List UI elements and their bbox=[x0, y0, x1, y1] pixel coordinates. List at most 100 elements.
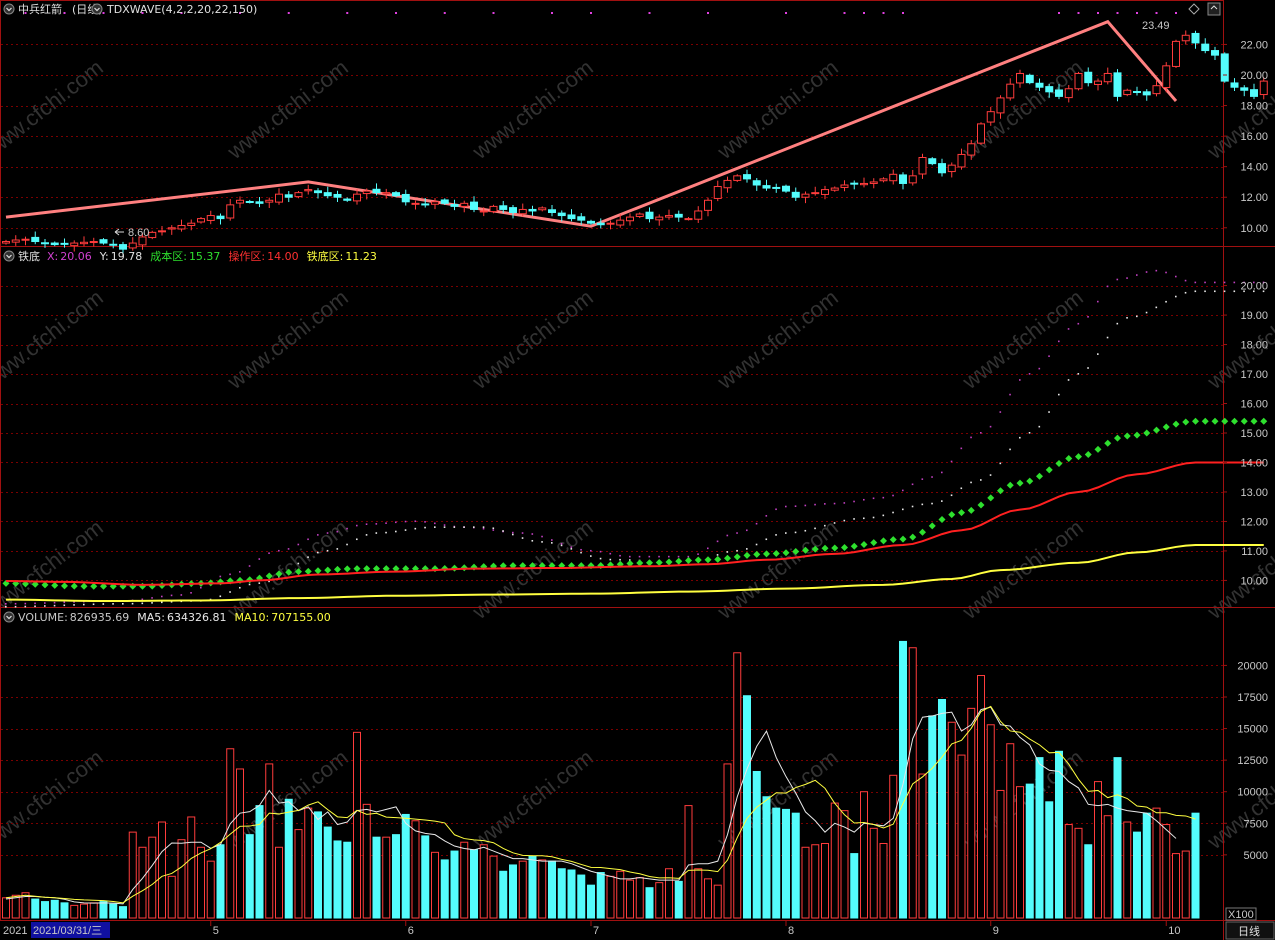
candle[interactable] bbox=[1084, 71, 1093, 84]
volume-bar[interactable] bbox=[674, 880, 683, 919]
candle[interactable] bbox=[499, 205, 508, 210]
volume-bar[interactable] bbox=[1084, 844, 1093, 919]
candle[interactable] bbox=[1103, 72, 1112, 83]
candle[interactable] bbox=[158, 230, 166, 233]
volume-bar[interactable] bbox=[1181, 850, 1190, 919]
volume-bar[interactable] bbox=[284, 798, 293, 919]
candle[interactable] bbox=[450, 204, 459, 207]
volume-bar[interactable] bbox=[41, 901, 49, 919]
candle[interactable] bbox=[1152, 85, 1161, 95]
indicator-menu-icon[interactable] bbox=[91, 3, 103, 15]
volume-bar[interactable] bbox=[499, 870, 508, 919]
volume-bar[interactable] bbox=[1074, 827, 1083, 919]
candle[interactable] bbox=[1055, 89, 1063, 97]
volume-bar[interactable] bbox=[128, 831, 137, 919]
candle[interactable] bbox=[1133, 91, 1141, 93]
candle[interactable] bbox=[401, 193, 410, 203]
volume-bar[interactable] bbox=[401, 813, 410, 919]
series-铁底区[interactable] bbox=[5, 544, 1264, 603]
volume-bar[interactable] bbox=[743, 695, 751, 919]
volume-bar[interactable] bbox=[947, 721, 956, 919]
volume-bar[interactable] bbox=[557, 868, 566, 919]
volume-bar[interactable] bbox=[1045, 801, 1054, 919]
candle[interactable] bbox=[284, 194, 293, 198]
series-Y[interactable] bbox=[5, 290, 1265, 608]
volume-bar[interactable] bbox=[2, 897, 10, 919]
candle[interactable] bbox=[762, 185, 771, 189]
candle[interactable] bbox=[333, 193, 342, 198]
volume-bar[interactable] bbox=[265, 763, 274, 919]
volume-bar[interactable] bbox=[811, 844, 820, 919]
candle[interactable] bbox=[548, 209, 556, 213]
candle[interactable] bbox=[99, 239, 108, 244]
candle[interactable] bbox=[889, 173, 898, 182]
volume-bar[interactable] bbox=[479, 844, 488, 919]
panel1-menu-icon[interactable] bbox=[3, 3, 15, 15]
volume-bar[interactable] bbox=[343, 841, 352, 919]
volume-bar[interactable] bbox=[567, 869, 576, 919]
candle[interactable] bbox=[821, 189, 829, 195]
volume-bar[interactable] bbox=[1172, 853, 1180, 919]
volume-bar[interactable] bbox=[323, 826, 332, 919]
candle[interactable] bbox=[850, 182, 859, 185]
candle[interactable] bbox=[245, 201, 254, 203]
series-操作区[interactable] bbox=[5, 461, 1264, 586]
candle[interactable] bbox=[489, 205, 498, 213]
volume-bar[interactable] bbox=[518, 860, 527, 919]
volume-bar[interactable] bbox=[577, 874, 586, 919]
volume-bar[interactable] bbox=[801, 846, 810, 919]
volume-bar[interactable] bbox=[684, 805, 693, 919]
volume-bar[interactable] bbox=[80, 903, 88, 919]
candle[interactable] bbox=[21, 238, 30, 241]
candle[interactable] bbox=[343, 198, 352, 201]
candle[interactable] bbox=[645, 211, 654, 220]
candle[interactable] bbox=[60, 242, 69, 245]
candle[interactable] bbox=[752, 180, 761, 186]
candle[interactable] bbox=[440, 199, 449, 204]
candle[interactable] bbox=[509, 207, 517, 214]
tiedi-series[interactable] bbox=[2, 269, 1268, 608]
candle[interactable] bbox=[1142, 91, 1151, 96]
volume-bar[interactable] bbox=[850, 853, 859, 919]
candle[interactable] bbox=[460, 202, 469, 207]
volume-bar[interactable] bbox=[1152, 807, 1161, 919]
volume-bar[interactable] bbox=[1035, 757, 1044, 919]
volume-bar[interactable] bbox=[967, 707, 976, 919]
candle[interactable] bbox=[801, 193, 810, 198]
volume-bar[interactable] bbox=[928, 715, 937, 919]
candle[interactable] bbox=[1123, 89, 1132, 96]
volume-bar[interactable] bbox=[840, 810, 849, 919]
volume-bar[interactable] bbox=[11, 894, 20, 919]
volume-bars[interactable] bbox=[2, 640, 1200, 919]
candle[interactable] bbox=[1162, 65, 1171, 89]
candle[interactable] bbox=[1211, 50, 1219, 56]
candle[interactable] bbox=[294, 192, 303, 198]
candle[interactable] bbox=[206, 215, 215, 221]
candle[interactable] bbox=[674, 213, 683, 218]
volume-bar[interactable] bbox=[713, 884, 722, 919]
candle[interactable] bbox=[743, 174, 751, 180]
volume-bar[interactable] bbox=[1055, 750, 1063, 919]
volume-bar[interactable] bbox=[723, 763, 732, 919]
volume-bar[interactable] bbox=[1123, 821, 1132, 919]
candle[interactable] bbox=[567, 214, 576, 220]
candle[interactable] bbox=[879, 178, 888, 182]
volume-bar[interactable] bbox=[821, 842, 829, 919]
volume-bar[interactable] bbox=[304, 807, 313, 919]
volume-bar[interactable] bbox=[89, 902, 98, 919]
candle[interactable] bbox=[1191, 32, 1200, 44]
candle[interactable] bbox=[421, 203, 430, 206]
volume-bar[interactable] bbox=[704, 878, 712, 919]
candle[interactable] bbox=[713, 186, 722, 199]
candle[interactable] bbox=[606, 222, 615, 225]
volume-bar[interactable] bbox=[1113, 757, 1122, 919]
series-成本区[interactable] bbox=[2, 417, 1268, 590]
volume-bar[interactable] bbox=[538, 859, 547, 919]
candle[interactable] bbox=[704, 199, 712, 211]
candle[interactable] bbox=[1230, 82, 1239, 88]
volume-bar[interactable] bbox=[31, 898, 40, 919]
candle[interactable] bbox=[255, 201, 264, 204]
candle[interactable] bbox=[167, 227, 176, 230]
candle[interactable] bbox=[811, 192, 820, 195]
candle[interactable] bbox=[977, 123, 985, 144]
